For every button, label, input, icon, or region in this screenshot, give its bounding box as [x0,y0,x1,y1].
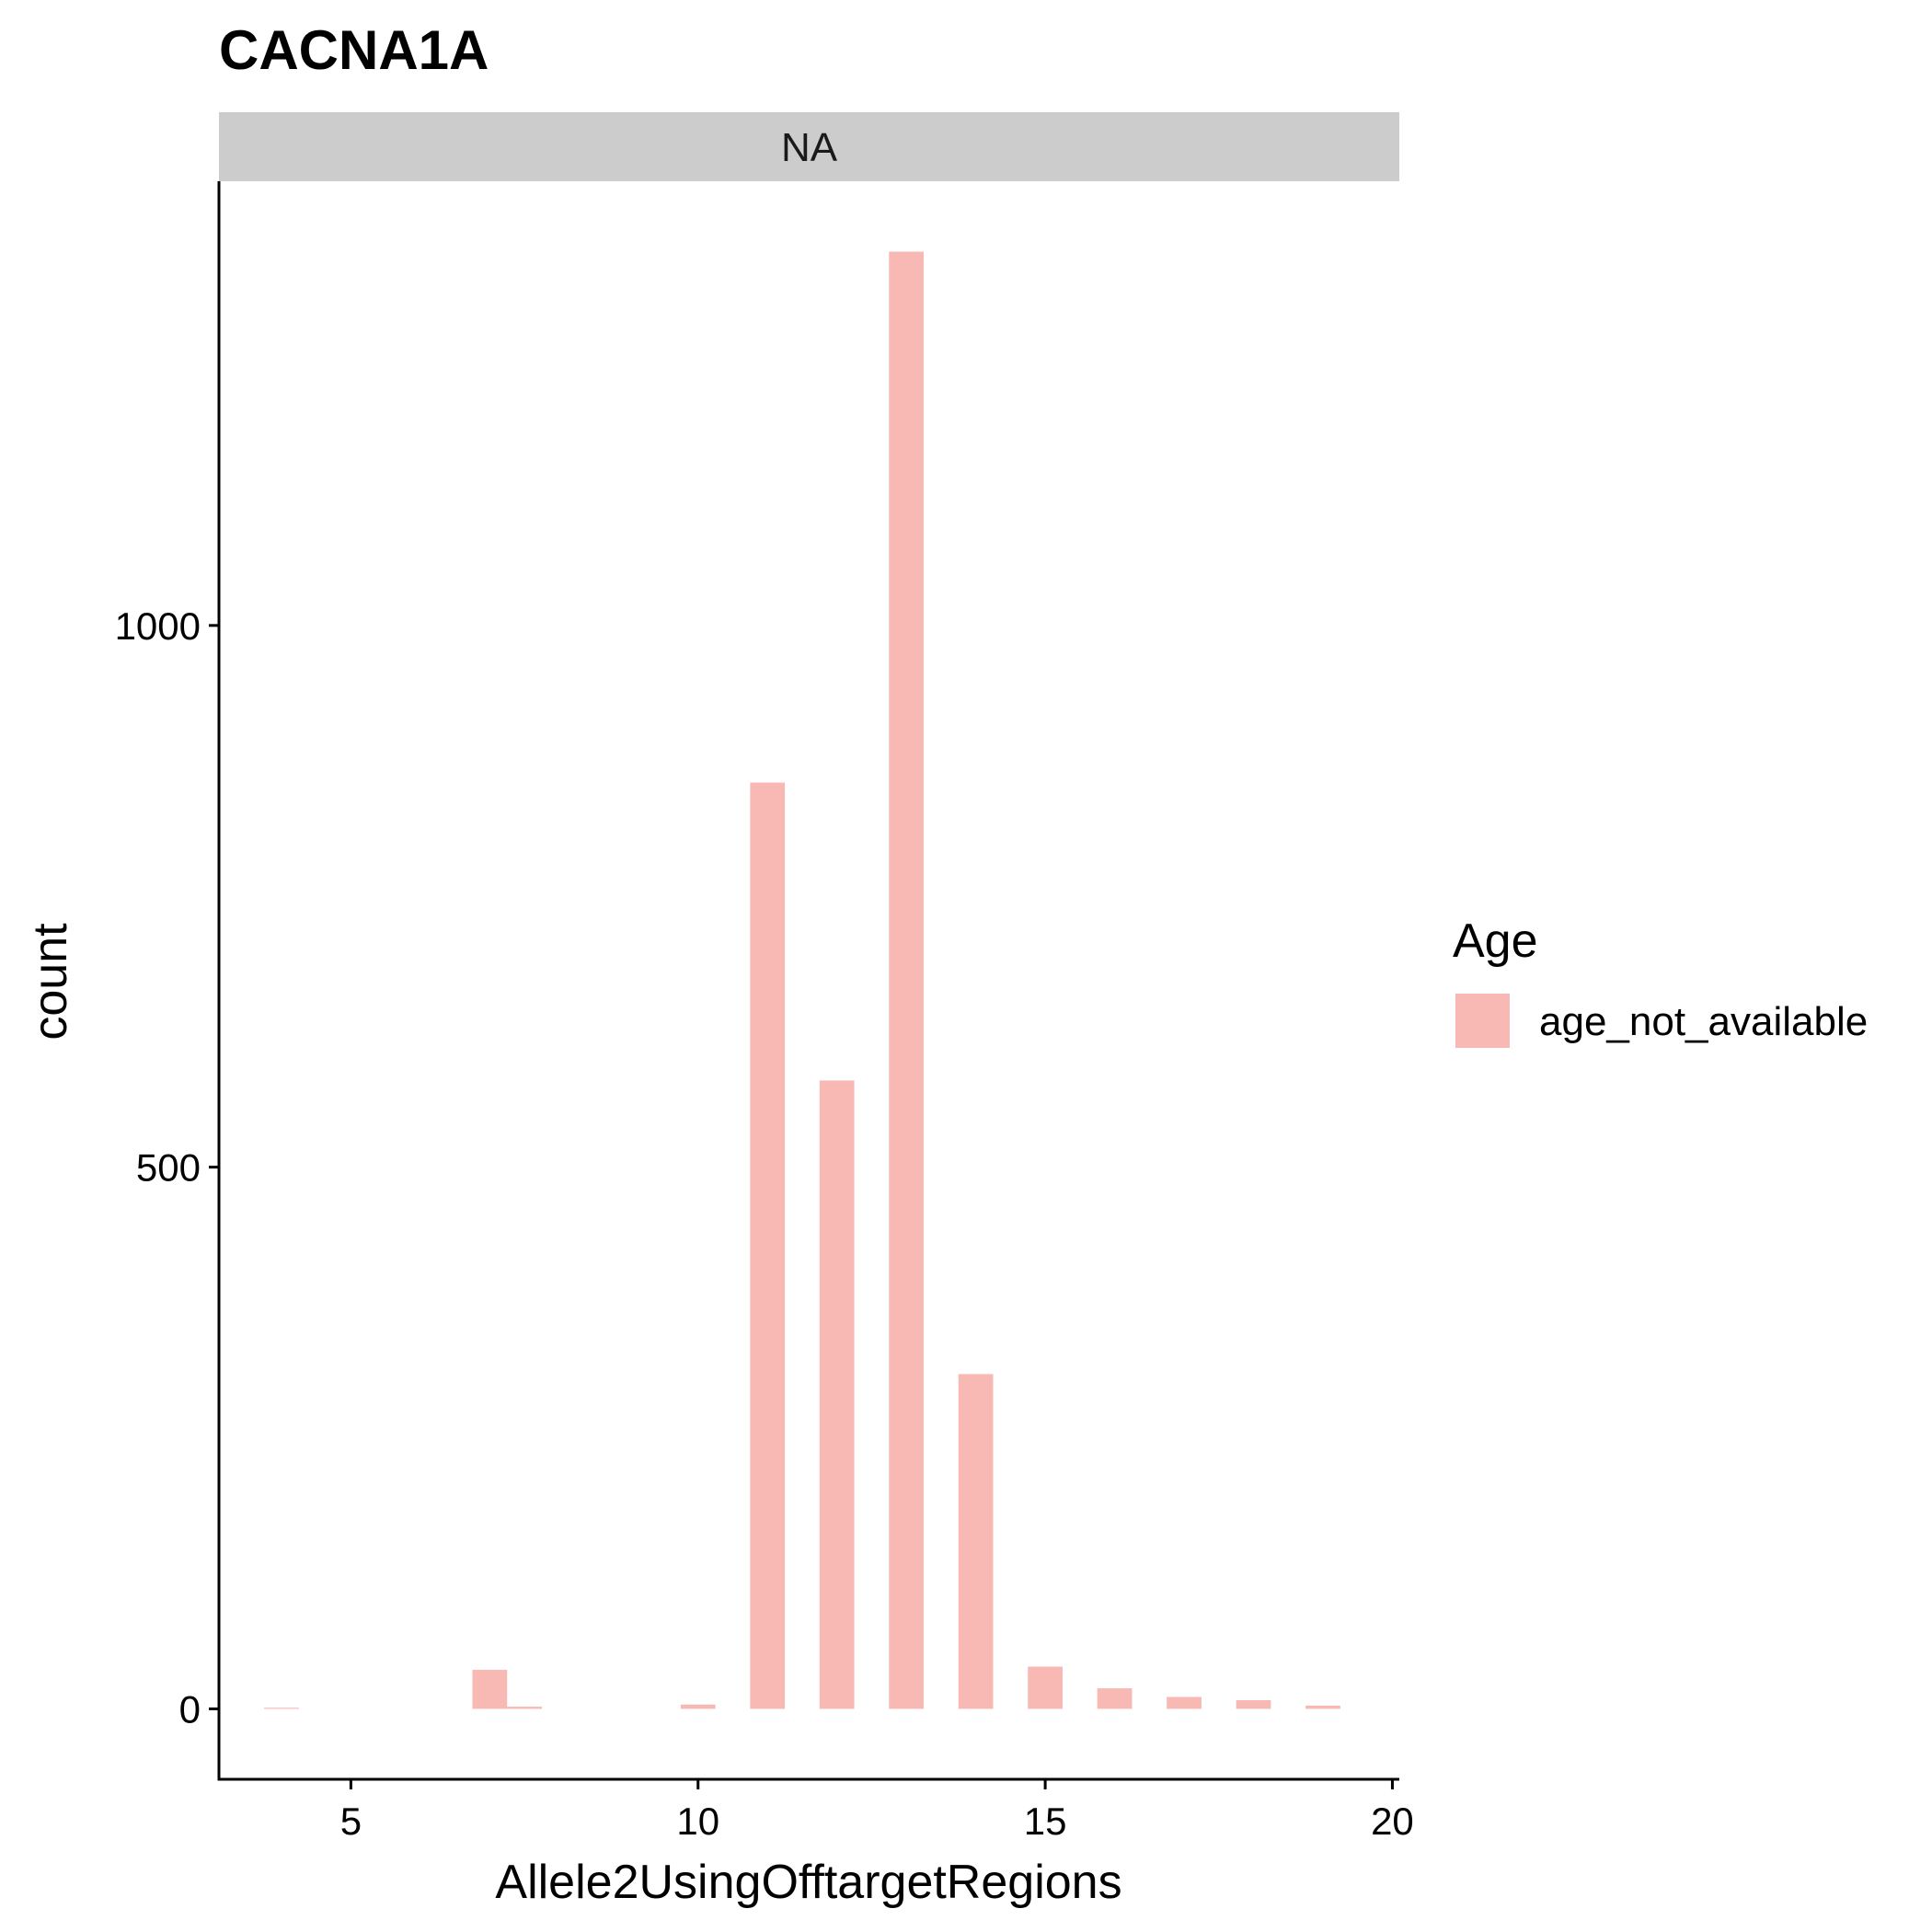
bar-0-3 [680,1704,716,1709]
legend-key [1455,994,1510,1048]
bar-0-7 [958,1374,994,1709]
x-tick-label-3: 20 [1371,1800,1414,1843]
y-tick-label-1: 500 [136,1146,201,1190]
legend-title: Age [1453,914,1538,968]
facet-strip [219,112,1399,181]
bar-0-6 [889,251,925,1709]
facet-strip-label: NA [781,125,838,170]
bar-0-1 [472,1670,508,1709]
bar-0-5 [819,1080,855,1709]
y-axis-title: count [24,923,77,1041]
x-axis-title: Allele2UsingOfftargetRegions [495,1856,1121,1909]
x-tick-label-2: 15 [1024,1800,1067,1843]
legend-label: age_not_available [1539,999,1868,1044]
bar-0-2 [507,1707,542,1709]
x-tick-label-1: 10 [676,1800,719,1843]
x-tick-label-0: 5 [340,1800,362,1843]
y-ticks: 0 500 1000 [115,604,219,1731]
chart-title: CACNA1A [219,19,489,81]
y-tick-label-0: 0 [179,1687,201,1731]
bars-layer [264,251,1340,1709]
bar-0-9 [1097,1688,1133,1709]
bar-0-10 [1167,1696,1202,1709]
bar-0-11 [1236,1700,1271,1709]
x-ticks: 5 10 15 20 [340,1779,1414,1843]
bar-0-8 [1028,1666,1063,1709]
bar-0-4 [750,782,786,1709]
bar-0-12 [1305,1705,1340,1709]
y-tick-label-2: 1000 [115,604,201,648]
